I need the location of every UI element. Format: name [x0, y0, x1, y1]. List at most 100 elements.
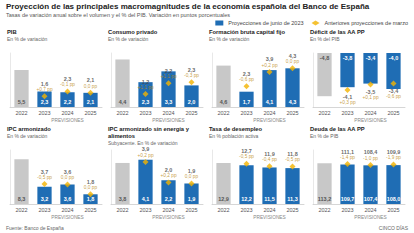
svg-text:2024: 2024 [263, 207, 275, 213]
svg-text:-0,4 pp: -0,4 pp [262, 157, 277, 162]
svg-text:2025: 2025 [286, 207, 298, 213]
svg-text:Anteriores proyecciones de mar: Anteriores proyecciones de marzo [325, 20, 408, 26]
svg-text:2022: 2022 [116, 207, 128, 213]
svg-text:2023: 2023 [38, 110, 50, 116]
svg-text:-0,6 pp: -0,6 pp [239, 77, 254, 82]
svg-text:1,7: 1,7 [243, 99, 251, 105]
svg-text:+0,7 pp: +0,7 pp [36, 87, 52, 92]
svg-text:2,2: 2,2 [165, 196, 173, 202]
svg-text:En % de variación: En % de variación [7, 36, 48, 42]
svg-text:12,9: 12,9 [218, 196, 229, 202]
svg-text:2024: 2024 [61, 207, 73, 213]
svg-text:Subyacente. En % de variación: Subyacente. En % de variación [108, 140, 178, 146]
svg-text:4,3: 4,3 [289, 53, 297, 59]
svg-text:109,7: 109,7 [341, 196, 355, 202]
svg-text:2023: 2023 [38, 207, 50, 213]
svg-text:0,0 pp: 0,0 pp [286, 59, 300, 64]
svg-text:Tasas de variación anual sobre: Tasas de variación anual sobre el volume… [6, 12, 230, 18]
svg-text:Proyección de las principales: Proyección de las principales macromagni… [6, 2, 370, 11]
svg-text:0,0 pp: 0,0 pp [185, 174, 199, 179]
svg-text:4,1: 4,1 [142, 196, 150, 202]
svg-text:2024: 2024 [162, 110, 174, 116]
svg-text:En % de variación: En % de variación [108, 36, 149, 42]
svg-text:2023: 2023 [139, 110, 151, 116]
svg-text:-0,6 pp: -0,6 pp [386, 94, 401, 99]
svg-text:PREVISIONES: PREVISIONES [152, 118, 185, 123]
svg-text:2022: 2022 [318, 110, 330, 116]
svg-text:1,6: 1,6 [41, 81, 49, 87]
svg-text:3,3: 3,3 [165, 99, 173, 105]
svg-text:113,2: 113,2 [318, 196, 331, 202]
svg-text:2023: 2023 [240, 207, 252, 213]
svg-text:2022: 2022 [15, 110, 27, 116]
svg-text:2025: 2025 [387, 207, 399, 213]
svg-text:108,4: 108,4 [364, 149, 379, 155]
svg-text:2022: 2022 [217, 110, 229, 116]
svg-text:CINCO DÍAS: CINCO DÍAS [379, 225, 409, 231]
svg-text:2,3: 2,3 [41, 99, 49, 105]
svg-text:2025: 2025 [84, 207, 96, 213]
svg-text:2022: 2022 [116, 110, 128, 116]
svg-text:0,0 pp: 0,0 pp [84, 84, 98, 89]
svg-text:12,2: 12,2 [241, 196, 252, 202]
svg-text:2,1: 2,1 [87, 99, 95, 105]
svg-text:En % población activa: En % población activa [209, 133, 258, 139]
svg-text:11,5: 11,5 [264, 196, 274, 202]
svg-text:3,7: 3,7 [41, 169, 49, 175]
svg-text:0,0 pp: 0,0 pp [61, 175, 75, 180]
svg-text:2,2: 2,2 [64, 99, 72, 105]
svg-text:-1,9 pp: -1,9 pp [386, 155, 401, 160]
svg-text:-4,8: -4,8 [320, 55, 329, 61]
svg-text:-4,1: -4,1 [343, 94, 352, 100]
svg-text:-0,1 pp: -0,1 pp [60, 82, 75, 87]
svg-text:En % de variación: En % de variación [209, 36, 250, 42]
svg-text:2025: 2025 [387, 110, 399, 116]
svg-text:2023: 2023 [341, 207, 353, 213]
svg-text:PREVISIONES: PREVISIONES [152, 215, 185, 220]
svg-text:2,0: 2,0 [188, 99, 196, 105]
svg-text:+0,1 pp: +0,1 pp [362, 95, 378, 100]
svg-text:+0,3 pp: +0,3 pp [339, 100, 355, 105]
svg-text:2023: 2023 [341, 110, 353, 116]
svg-text:3,9: 3,9 [266, 56, 274, 62]
svg-text:0,0 pp: 0,0 pp [84, 185, 98, 190]
svg-text:4,6: 4,6 [220, 99, 228, 105]
svg-text:PREVISIONES: PREVISIONES [354, 215, 387, 220]
svg-text:PIB: PIB [7, 29, 17, 35]
svg-text:En % de variación: En % de variación [7, 133, 48, 139]
svg-text:3,6: 3,6 [64, 196, 72, 202]
svg-text:-3,8: -3,8 [343, 55, 352, 61]
svg-text:2024: 2024 [61, 110, 73, 116]
svg-text:Déficit de las AA PP: Déficit de las AA PP [310, 29, 365, 35]
svg-text:PREVISIONES: PREVISIONES [354, 118, 387, 123]
svg-text:107,4: 107,4 [364, 196, 379, 202]
svg-text:11,3: 11,3 [287, 196, 297, 202]
svg-text:11,8: 11,8 [287, 151, 297, 157]
svg-text:2,0: 2,0 [165, 167, 173, 173]
svg-text:2022: 2022 [15, 207, 27, 213]
svg-text:alimentos: alimentos [108, 133, 135, 139]
svg-text:-3,5: -3,5 [366, 89, 375, 95]
svg-text:2025: 2025 [286, 110, 298, 116]
svg-text:-4,0: -4,0 [389, 55, 398, 61]
svg-text:PREVISIONES: PREVISIONES [51, 215, 84, 220]
svg-text:1,9: 1,9 [188, 196, 196, 202]
svg-text:8,3: 8,3 [18, 196, 26, 202]
svg-text:2022: 2022 [318, 207, 330, 213]
svg-text:+1,1 pp: +1,1 pp [160, 74, 176, 79]
svg-text:1,8: 1,8 [87, 179, 95, 185]
svg-text:2024: 2024 [263, 110, 275, 116]
svg-text:2,3: 2,3 [188, 67, 196, 73]
svg-text:-3,4: -3,4 [366, 55, 376, 61]
svg-text:12,7: 12,7 [241, 148, 252, 154]
svg-text:108,0: 108,0 [387, 196, 401, 202]
svg-text:IPC armonizado sin energía y: IPC armonizado sin energía y [108, 126, 190, 132]
svg-text:2024: 2024 [162, 207, 174, 213]
svg-text:2,3: 2,3 [64, 76, 72, 82]
svg-text:2,3: 2,3 [142, 99, 150, 105]
svg-text:+0,2 pp: +0,2 pp [137, 153, 153, 158]
svg-text:3,6: 3,6 [64, 169, 72, 175]
svg-text:Formación bruta capital fijo: Formación bruta capital fijo [209, 29, 285, 35]
svg-text:2022: 2022 [217, 207, 229, 213]
svg-text:11,9: 11,9 [264, 151, 274, 157]
